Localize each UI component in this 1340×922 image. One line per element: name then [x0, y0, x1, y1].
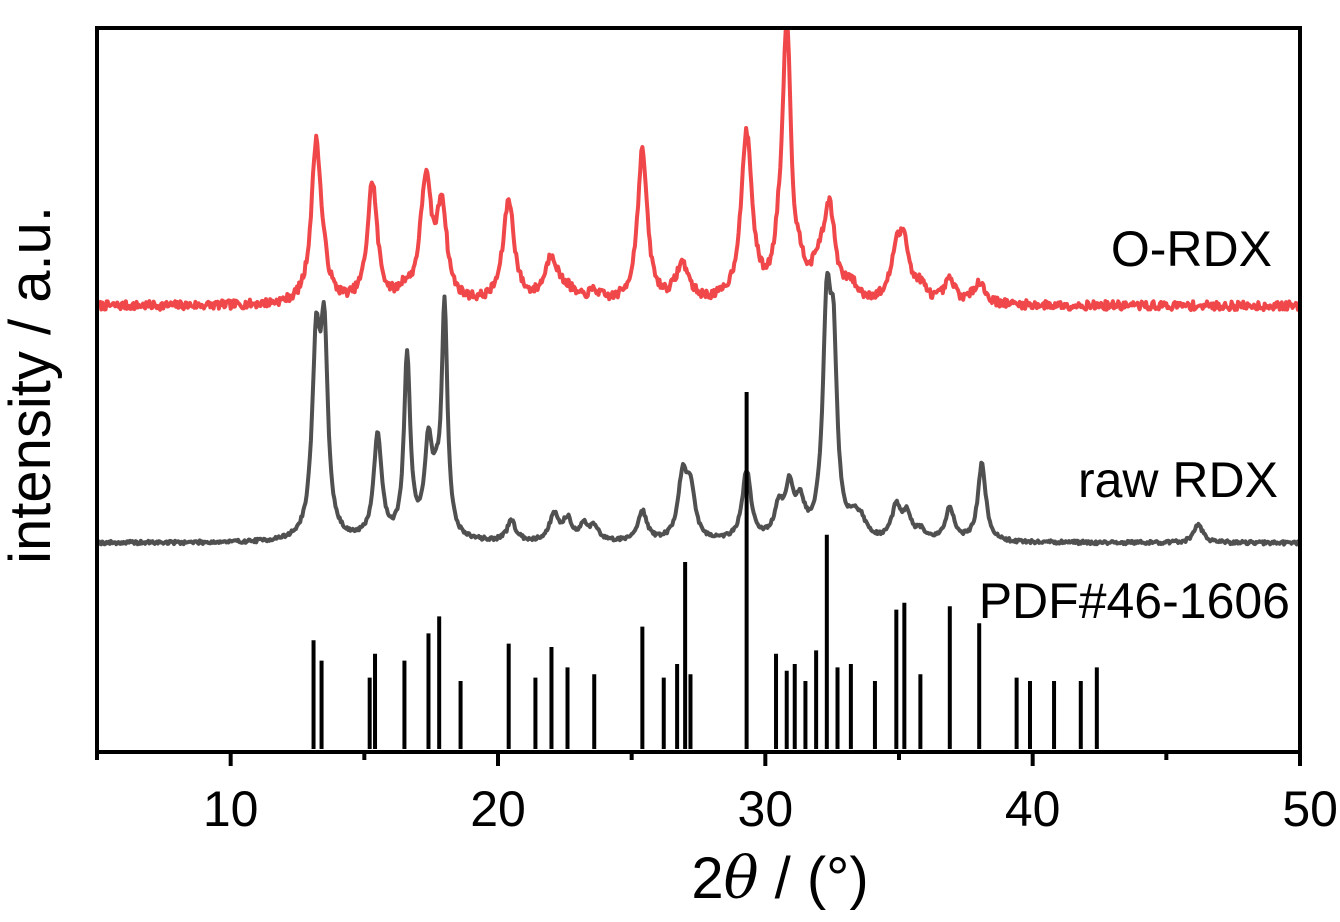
series-layer	[95, 28, 1302, 749]
plot-frame	[95, 26, 1302, 754]
y-axis-title: intensity / a.u.	[0, 206, 63, 564]
x-axis-title: 2θ / (°)	[691, 844, 868, 912]
series-o-rdx-line	[95, 28, 1302, 312]
x-axis-ticks: 10 20 30 40 50	[95, 752, 1338, 837]
x-tick-label: 10	[203, 781, 259, 837]
x-tick-label: 30	[738, 781, 794, 837]
x-tick-label: 40	[1005, 781, 1061, 837]
x-tick-label: 50	[1282, 781, 1338, 837]
series-label-pdf: PDF#46-1606	[979, 573, 1290, 629]
series-label-raw-rdx: raw RDX	[1078, 452, 1278, 508]
series-label-o-rdx: O-RDX	[1111, 221, 1272, 277]
series-pdf-sticks	[311, 392, 1099, 749]
x-tick-label: 20	[470, 781, 526, 837]
series-raw-rdx-line	[95, 270, 1302, 547]
